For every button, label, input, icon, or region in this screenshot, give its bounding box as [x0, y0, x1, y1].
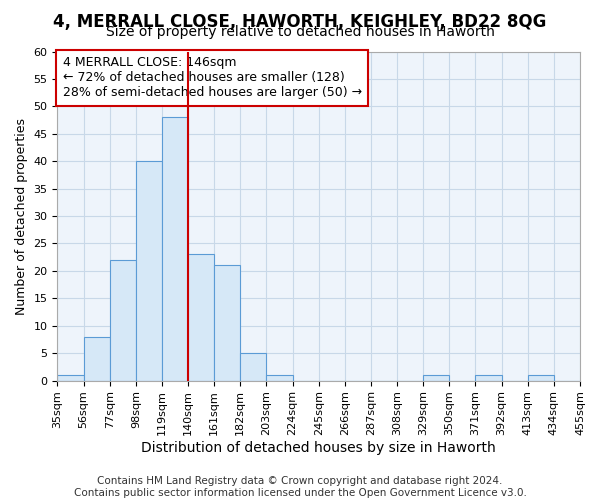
Bar — [136, 161, 162, 380]
Text: Contains HM Land Registry data © Crown copyright and database right 2024.
Contai: Contains HM Land Registry data © Crown c… — [74, 476, 526, 498]
Bar — [58, 375, 83, 380]
Bar — [214, 266, 241, 380]
Bar — [475, 375, 502, 380]
Bar — [188, 254, 214, 380]
Bar — [266, 375, 293, 380]
Bar — [423, 375, 449, 380]
Text: Size of property relative to detached houses in Haworth: Size of property relative to detached ho… — [106, 25, 494, 39]
Text: 4, MERRALL CLOSE, HAWORTH, KEIGHLEY, BD22 8QG: 4, MERRALL CLOSE, HAWORTH, KEIGHLEY, BD2… — [53, 12, 547, 30]
Y-axis label: Number of detached properties: Number of detached properties — [15, 118, 28, 314]
Bar — [110, 260, 136, 380]
Bar — [83, 336, 110, 380]
Bar — [162, 118, 188, 380]
X-axis label: Distribution of detached houses by size in Haworth: Distribution of detached houses by size … — [142, 441, 496, 455]
Bar — [241, 353, 266, 380]
Bar — [528, 375, 554, 380]
Text: 4 MERRALL CLOSE: 146sqm
← 72% of detached houses are smaller (128)
28% of semi-d: 4 MERRALL CLOSE: 146sqm ← 72% of detache… — [62, 56, 362, 100]
